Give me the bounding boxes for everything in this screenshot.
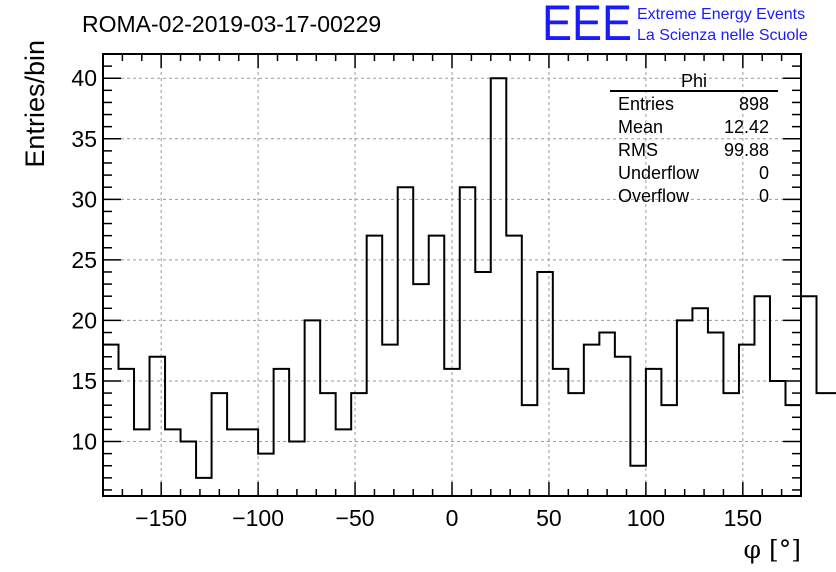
axis-ticks: [102, 53, 802, 496]
stats-label-underflow: Underflow: [618, 163, 700, 183]
x-tick-label: −50: [336, 505, 375, 531]
x-tick-label: 50: [536, 505, 562, 531]
y-tick-label: 15: [71, 368, 97, 394]
chart-title: ROMA-02-2019-03-17-00229: [82, 11, 381, 37]
x-tick-labels: −150 −100 −50 0 50 100 150: [135, 505, 762, 531]
stats-label-rms: RMS: [618, 140, 658, 160]
plot-frame: [102, 53, 802, 497]
stats-title: Phi: [681, 71, 707, 91]
x-tick-label: −100: [232, 505, 284, 531]
x-tick-label: −150: [135, 505, 187, 531]
stats-value-underflow: 0: [759, 163, 769, 183]
stats-label-entries: Entries: [618, 94, 674, 114]
y-tick-label: 40: [71, 65, 97, 91]
x-axis-label: φ [°]: [744, 535, 801, 564]
y-axis-label: Entries/bin: [20, 40, 50, 168]
histogram-series-line: [103, 77, 836, 479]
eee-logo: EEE Extreme Energy Events La Scienza nel…: [542, 0, 808, 51]
grid-lines: [103, 54, 801, 496]
y-tick-label: 10: [71, 429, 97, 455]
stats-value-overflow: 0: [759, 186, 769, 206]
statistics-box: Phi Entries 898 Mean 12.42 RMS 99.88 Und…: [610, 71, 778, 206]
stats-value-rms: 99.88: [724, 140, 769, 160]
logo-line-1: Extreme Energy Events: [637, 6, 805, 23]
y-tick-label: 35: [71, 126, 97, 152]
stats-label-overflow: Overflow: [618, 186, 690, 206]
x-tick-label: 100: [627, 505, 665, 531]
y-tick-label: 30: [71, 186, 97, 212]
stats-value-mean: 12.42: [724, 117, 769, 137]
eee-logo-mark: EEE: [542, 0, 632, 51]
y-tick-label: 20: [71, 307, 97, 333]
x-tick-label: 0: [446, 505, 459, 531]
y-tick-label: 25: [71, 247, 97, 273]
y-tick-labels: 10 15 20 25 30 35 40: [71, 65, 97, 454]
stats-value-entries: 898: [739, 94, 769, 114]
logo-line-2: La Scienza nelle Scuole: [637, 27, 808, 44]
x-tick-label: 150: [724, 505, 762, 531]
stats-label-mean: Mean: [618, 117, 663, 137]
